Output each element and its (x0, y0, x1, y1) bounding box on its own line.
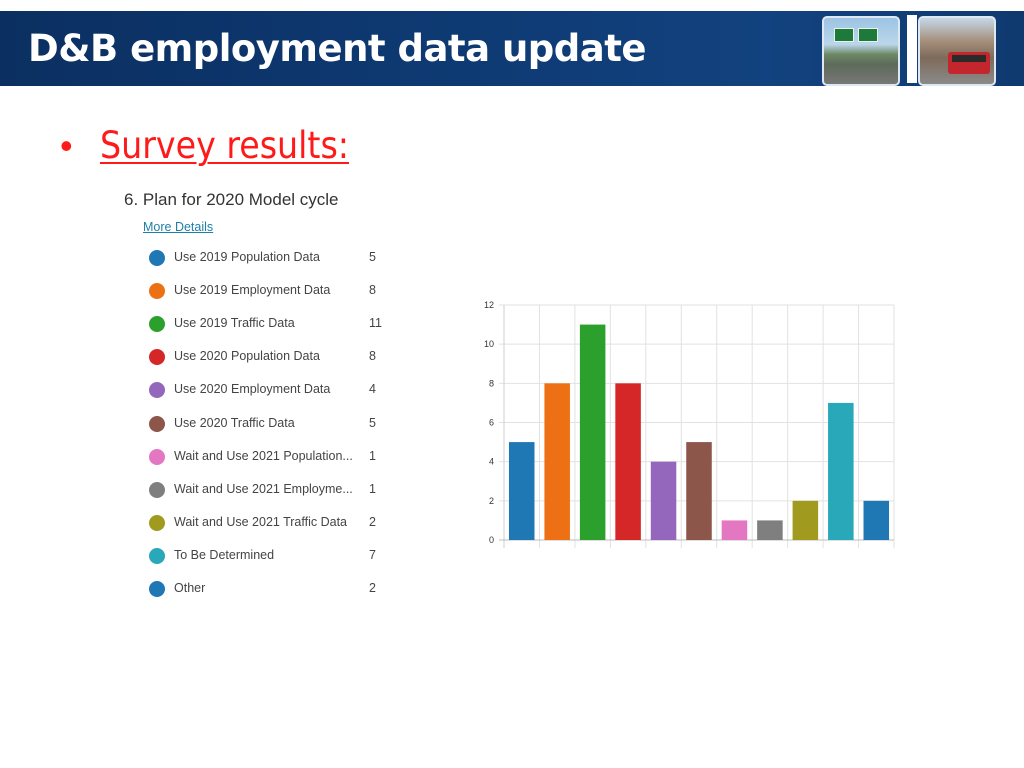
legend-label: To Be Determined (174, 547, 275, 562)
legend-count: 8 (369, 283, 376, 298)
legend-item: Use 2020 Employment Data 4 (149, 380, 389, 400)
legend-count: 1 (369, 481, 376, 496)
bar (615, 383, 641, 540)
bar-chart: 0 2 4 6 8 10 12 (484, 300, 895, 548)
legend-count: 8 (369, 349, 376, 364)
bar (686, 442, 712, 540)
legend-item: Use 2019 Traffic Data 11 (149, 314, 389, 334)
legend-color-dot-icon (149, 316, 165, 333)
bus-photo (918, 16, 996, 86)
bar (792, 500, 819, 540)
legend-count: 2 (369, 581, 376, 595)
legend-label: Other (174, 581, 206, 595)
legend-color-dot-icon (149, 415, 165, 432)
legend-color-dot-icon (149, 250, 165, 266)
highway-sign-icon (858, 28, 878, 42)
slide-title: D&B employment data update (28, 27, 647, 70)
y-tick-label: 4 (489, 457, 494, 467)
legend-label: Use 2020 Traffic Data (174, 415, 295, 430)
legend-item: To Be Determined 7 (149, 546, 389, 566)
legend-label: Use 2020 Employment Data (174, 382, 331, 397)
header-photos (818, 11, 1024, 86)
legend-count: 7 (369, 547, 376, 562)
legend-label: Wait and Use 2021 Population... (174, 448, 353, 463)
legend-label: Use 2019 Employment Data (174, 283, 331, 298)
legend-count: 5 (369, 250, 376, 264)
legend-label: Use 2020 Population Data (174, 349, 320, 364)
highway-sign-icon (834, 28, 854, 42)
more-details-link[interactable]: More Details (143, 220, 214, 234)
legend-color-dot-icon (149, 514, 165, 531)
legend-color-dot-icon (149, 382, 165, 399)
photo-divider (907, 15, 912, 83)
legend-item: Wait and Use 2021 Traffic Data 2 (149, 513, 389, 533)
bar (544, 383, 570, 540)
bus-window-icon (952, 55, 986, 62)
legend-color-dot-icon (149, 349, 165, 366)
legend-color-dot-icon (149, 481, 165, 498)
y-tick-label: 2 (489, 496, 494, 506)
legend-color-dot-icon (149, 448, 165, 465)
legend-label: Wait and Use 2021 Employme... (174, 481, 353, 496)
legend-count: 11 (369, 316, 382, 331)
bullet-symbol: • (60, 125, 73, 166)
legend-item: Other 2 (149, 579, 389, 599)
legend-count: 2 (369, 514, 376, 529)
slide-header: D&B employment data update (0, 11, 1024, 86)
y-tick-label: 0 (489, 535, 494, 545)
bar (508, 442, 535, 540)
legend-color-dot-icon (149, 283, 165, 300)
bar (721, 520, 748, 540)
legend-item: Use 2019 Employment Data 8 (149, 281, 389, 301)
bar (828, 402, 854, 540)
legend-item: Wait and Use 2021 Employme... 1 (149, 480, 389, 500)
legend-count: 5 (369, 415, 376, 430)
legend-count: 4 (369, 382, 376, 397)
y-tick-label: 6 (489, 418, 494, 428)
photo-divider (912, 15, 917, 83)
legend-label: Use 2019 Population Data (174, 250, 320, 264)
bar (650, 461, 677, 540)
bar (579, 324, 606, 540)
legend-item: Use 2020 Traffic Data 5 (149, 414, 389, 434)
legend-item: Wait and Use 2021 Population... 1 (149, 447, 389, 467)
legend-item: Use 2020 Population Data 8 (149, 347, 389, 367)
legend-color-dot-icon (149, 581, 165, 597)
highway-photo (822, 16, 900, 86)
legend-item: Use 2019 Population Data 5 (149, 248, 389, 268)
legend-color-dot-icon (149, 547, 165, 564)
y-tick-label: 10 (484, 339, 494, 349)
legend-label: Use 2019 Traffic Data (174, 316, 295, 331)
question-title: 6. Plan for 2020 Model cycle (124, 190, 339, 209)
survey-results-heading: Survey results: (100, 124, 350, 167)
legend-count: 1 (369, 448, 376, 463)
bar (757, 520, 783, 540)
y-tick-label: 12 (484, 300, 494, 310)
bar (863, 500, 890, 540)
legend-label: Wait and Use 2021 Traffic Data (174, 514, 348, 529)
y-tick-label: 8 (489, 378, 494, 388)
